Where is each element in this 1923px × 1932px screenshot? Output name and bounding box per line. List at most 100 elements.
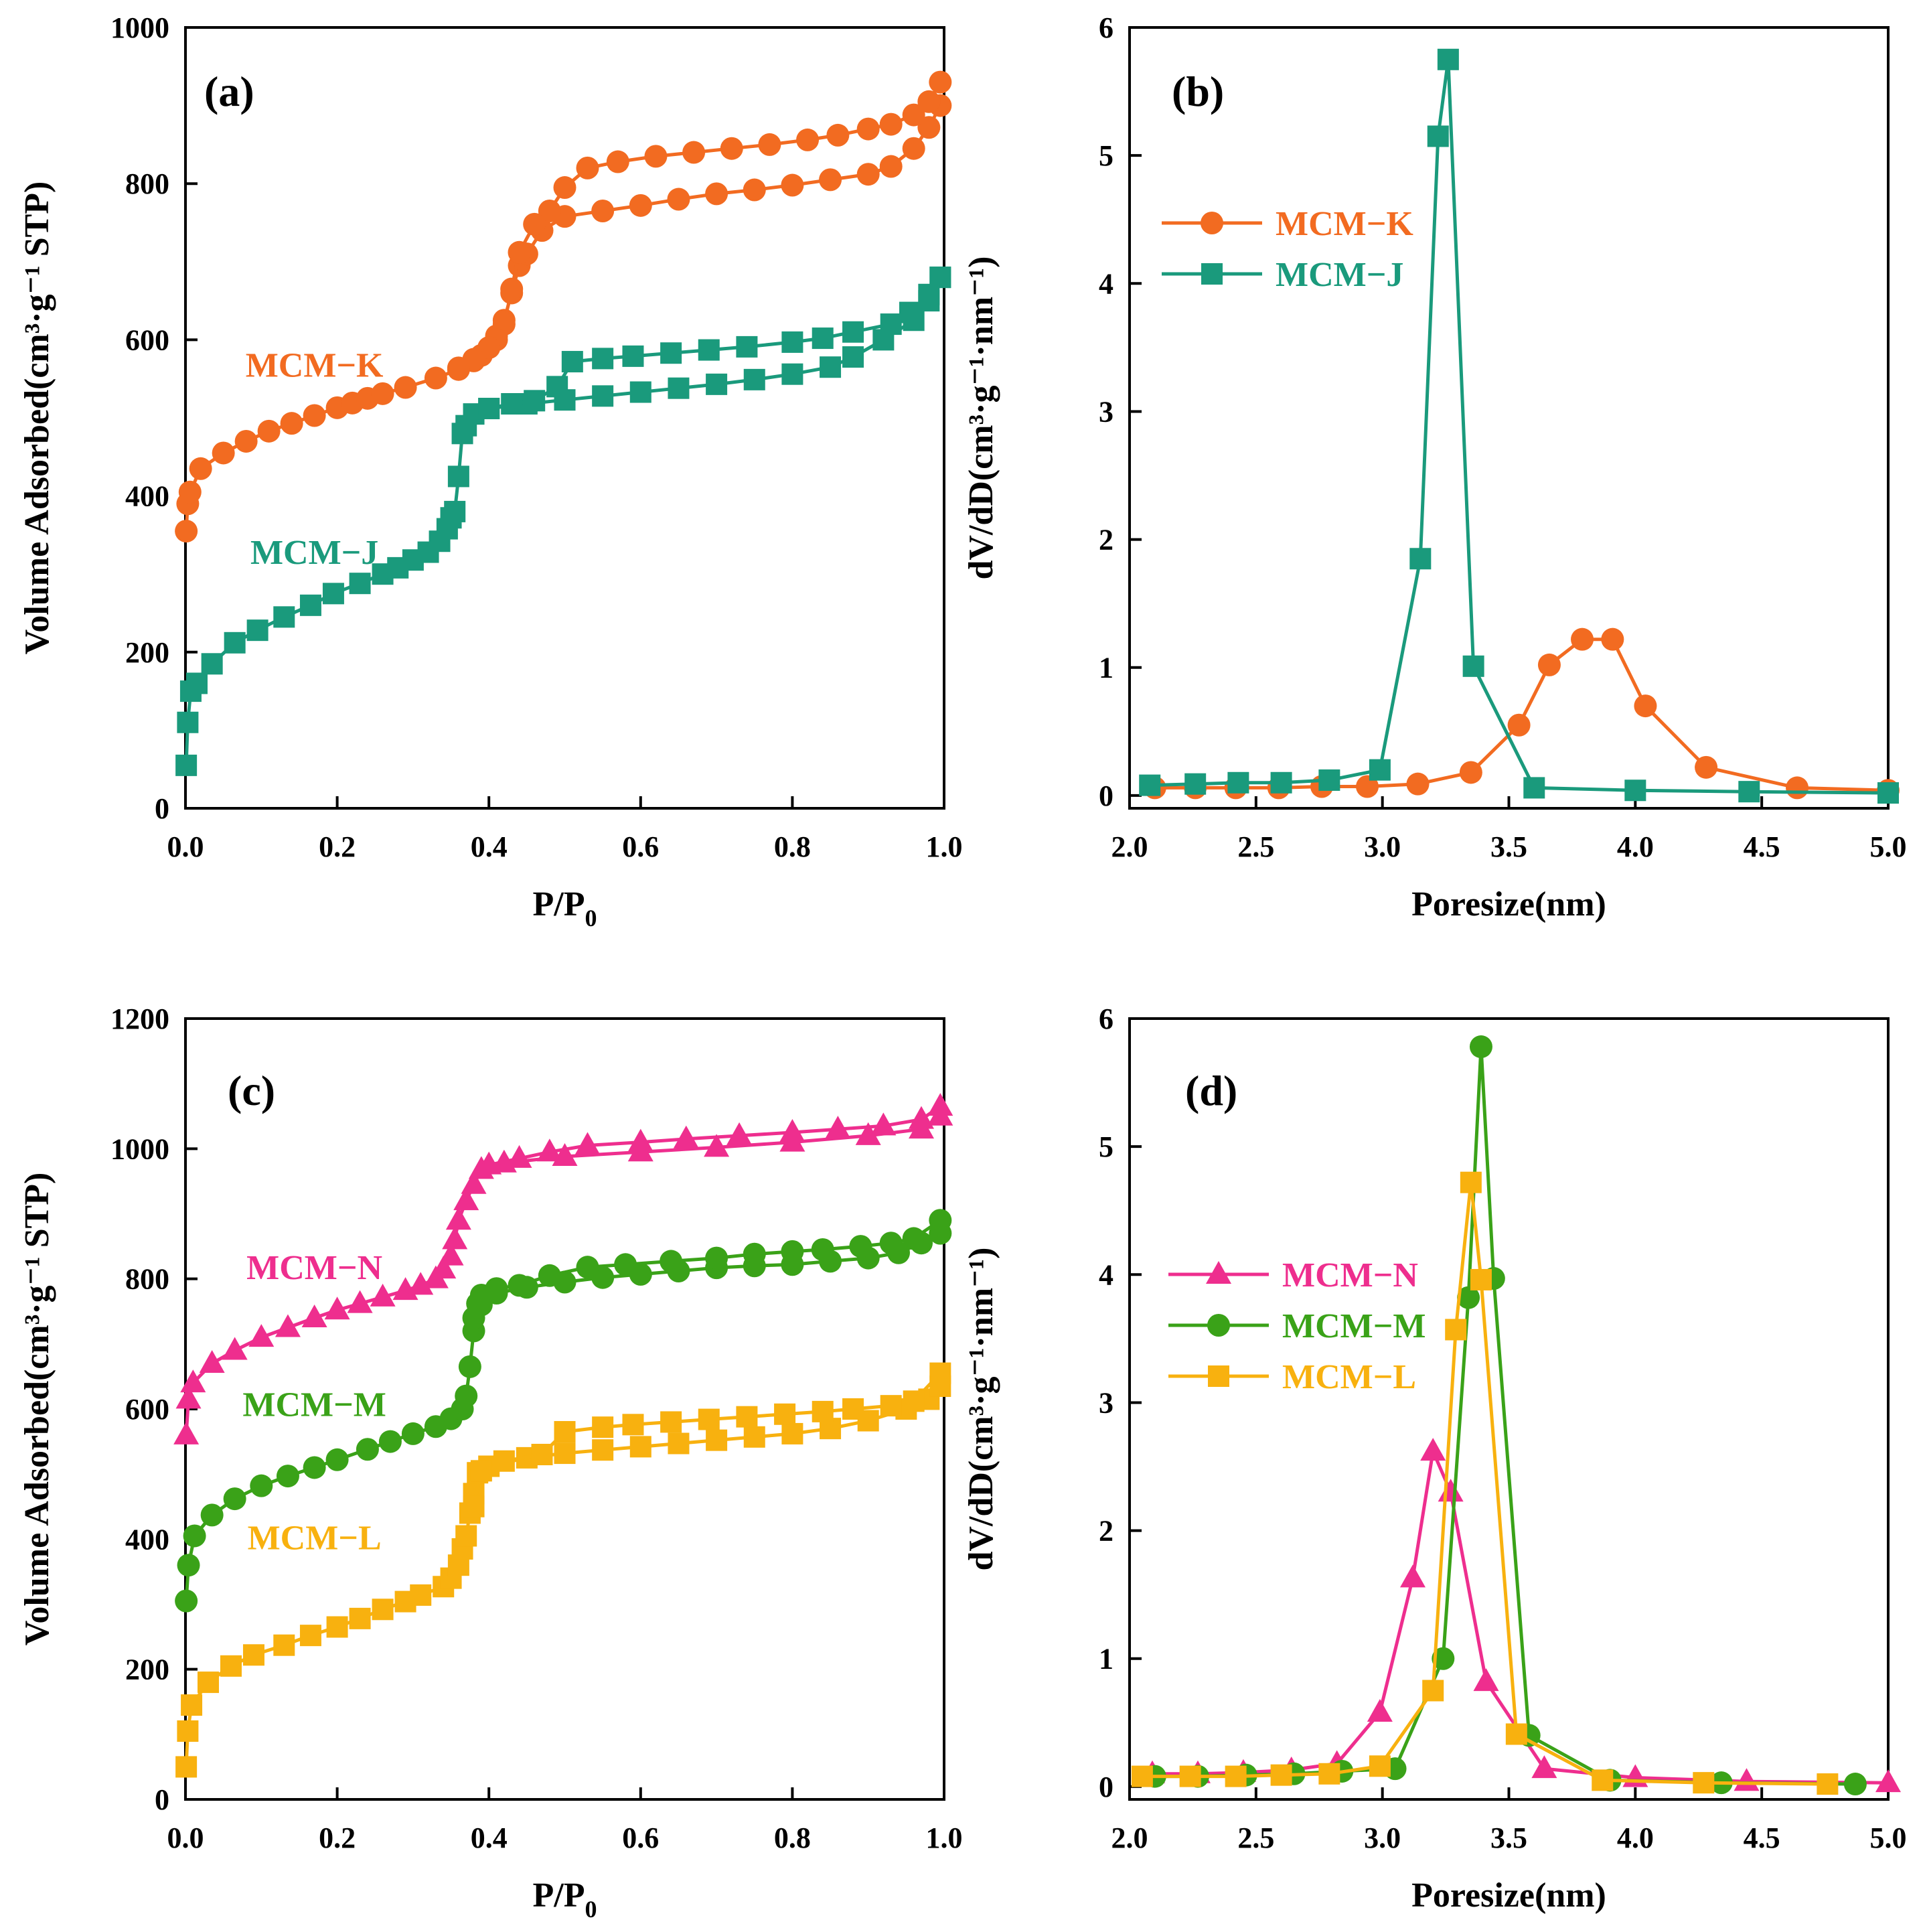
data-point-mcm-n (445, 1207, 471, 1230)
data-point-mcm-l (463, 1495, 485, 1517)
data-point-mcm-m (183, 1524, 206, 1548)
y-tick-label: 4 (1099, 267, 1113, 300)
data-point-mcm-l (812, 1400, 834, 1422)
data-point-mcm-k (917, 116, 941, 139)
data-point-mcm-l (781, 1422, 803, 1444)
data-point-mcm-j (592, 385, 614, 407)
data-point-mcm-k (257, 419, 281, 443)
chart-panel-2: 2.0 2.5 3.0 3.5 4.0 4.5 5.0 0 1 2 3 4 5 6 Poresize(nm)… (962, 11, 1907, 923)
data-point-mcm-k (743, 178, 766, 202)
series-line (1154, 1045, 1855, 1786)
data-point-mcm-j (224, 631, 246, 654)
data-point-mcm-j (622, 345, 644, 367)
data-point-mcm-n (248, 1324, 275, 1347)
data-point-mcm-l (531, 1444, 553, 1466)
series-mcm-k (1143, 627, 1900, 802)
data-point-mcm-n (175, 1386, 202, 1409)
data-point-mcm-k (1537, 653, 1561, 676)
data-point-mcm-m (303, 1456, 326, 1479)
x-tick-label: 3.0 (1364, 1822, 1401, 1854)
data-point-mcm-m (325, 1448, 349, 1471)
legend-entry-mcm-n: MCM−N (1168, 1256, 1418, 1294)
data-point-mcm-j (1462, 655, 1484, 677)
data-point-mcm-l (299, 1625, 321, 1647)
data-point-mcm-l (1369, 1755, 1391, 1777)
x-tick-label: 5.0 (1870, 830, 1907, 863)
data-point-mcm-n (461, 1171, 487, 1194)
data-point-mcm-n (627, 1128, 653, 1152)
chart-panel-1: 0.0 0.2 0.4 0.6 0.8 1.0 0 200 400 600 800 1000 P/P0 V… (18, 11, 963, 932)
data-point-mcm-l (929, 1362, 951, 1384)
data-point-mcm-l (1179, 1765, 1201, 1787)
data-point-mcm-n (825, 1116, 851, 1139)
legend-marker (1201, 263, 1223, 285)
data-point-mcm-l (1460, 1171, 1482, 1193)
data-point-mcm-l (455, 1525, 477, 1547)
y-tick-label: 0 (1099, 1771, 1113, 1803)
y-tick-label: 400 (125, 1523, 169, 1556)
data-point-mcm-l (1817, 1773, 1839, 1795)
x-tick-label: 4.5 (1744, 1822, 1780, 1854)
data-point-mcm-j (1877, 782, 1899, 804)
data-point-mcm-j (1318, 769, 1340, 791)
data-point-mcm-n (506, 1144, 532, 1168)
y-tick-label: 0 (1099, 779, 1113, 812)
data-point-mcm-l (743, 1426, 765, 1448)
data-point-mcm-j (1523, 777, 1545, 799)
legend-marker (1201, 212, 1223, 234)
y-tick-label: 800 (125, 167, 169, 200)
data-point-mcm-k (1406, 772, 1430, 796)
data-point-mcm-j (299, 594, 321, 616)
data-point-mcm-n (1734, 1768, 1760, 1791)
data-point-mcm-l (372, 1599, 394, 1621)
data-point-mcm-l (706, 1429, 728, 1451)
data-point-mcm-j (444, 500, 466, 522)
data-point-mcm-n (199, 1349, 225, 1373)
data-point-mcm-l (273, 1634, 295, 1656)
data-point-mcm-k (667, 188, 690, 211)
data-point-mcm-n (673, 1125, 699, 1148)
x-tick-label: 4.0 (1617, 1822, 1654, 1854)
data-point-mcm-k (819, 168, 842, 192)
legend-label: MCM−K (1276, 205, 1413, 243)
data-point-mcm-j (1427, 125, 1449, 147)
data-point-mcm-l (175, 1756, 198, 1778)
series-label-mcm-k: MCM−K (246, 346, 384, 384)
data-point-mcm-m (849, 1235, 872, 1258)
data-point-mcm-j (820, 356, 842, 378)
x-tick-label: 5.0 (1870, 1822, 1907, 1854)
data-point-mcm-j (629, 381, 651, 403)
data-point-mcm-m (378, 1430, 402, 1453)
data-point-mcm-n (1531, 1755, 1557, 1779)
data-point-mcm-m (705, 1246, 728, 1270)
data-point-mcm-k (705, 182, 728, 206)
data-point-mcm-k (758, 133, 781, 156)
series-mcm-j (1139, 48, 1899, 804)
data-point-mcm-j (1437, 48, 1459, 70)
data-point-mcm-n (1438, 1479, 1464, 1502)
plot-frame (1128, 26, 1890, 810)
data-point-mcm-m (781, 1240, 804, 1263)
data-point-mcm-m (401, 1422, 425, 1445)
x-tick-label: 0.6 (622, 830, 659, 863)
panel-label: (d) (1185, 1067, 1237, 1114)
data-point-mcm-k (1507, 713, 1531, 737)
data-point-mcm-n (222, 1337, 248, 1360)
data-point-mcm-j (743, 368, 765, 390)
data-point-mcm-k (538, 200, 561, 223)
data-point-mcm-n (1875, 1769, 1901, 1793)
data-point-mcm-k (856, 117, 880, 141)
data-point-mcm-l (181, 1694, 203, 1716)
data-point-mcm-j (842, 346, 864, 368)
data-point-mcm-k (606, 150, 629, 173)
data-point-mcm-j (1227, 771, 1249, 794)
data-point-mcm-m (1843, 1773, 1867, 1796)
data-point-mcm-k (500, 277, 524, 301)
data-point-mcm-k (902, 103, 925, 127)
data-point-mcm-l (1225, 1765, 1247, 1787)
data-point-mcm-n (431, 1256, 457, 1279)
data-point-mcm-m (879, 1232, 903, 1255)
x-tick-label: 0.2 (319, 1822, 356, 1854)
series-mcm-n (173, 1093, 953, 1444)
data-point-mcm-m (1432, 1647, 1455, 1670)
